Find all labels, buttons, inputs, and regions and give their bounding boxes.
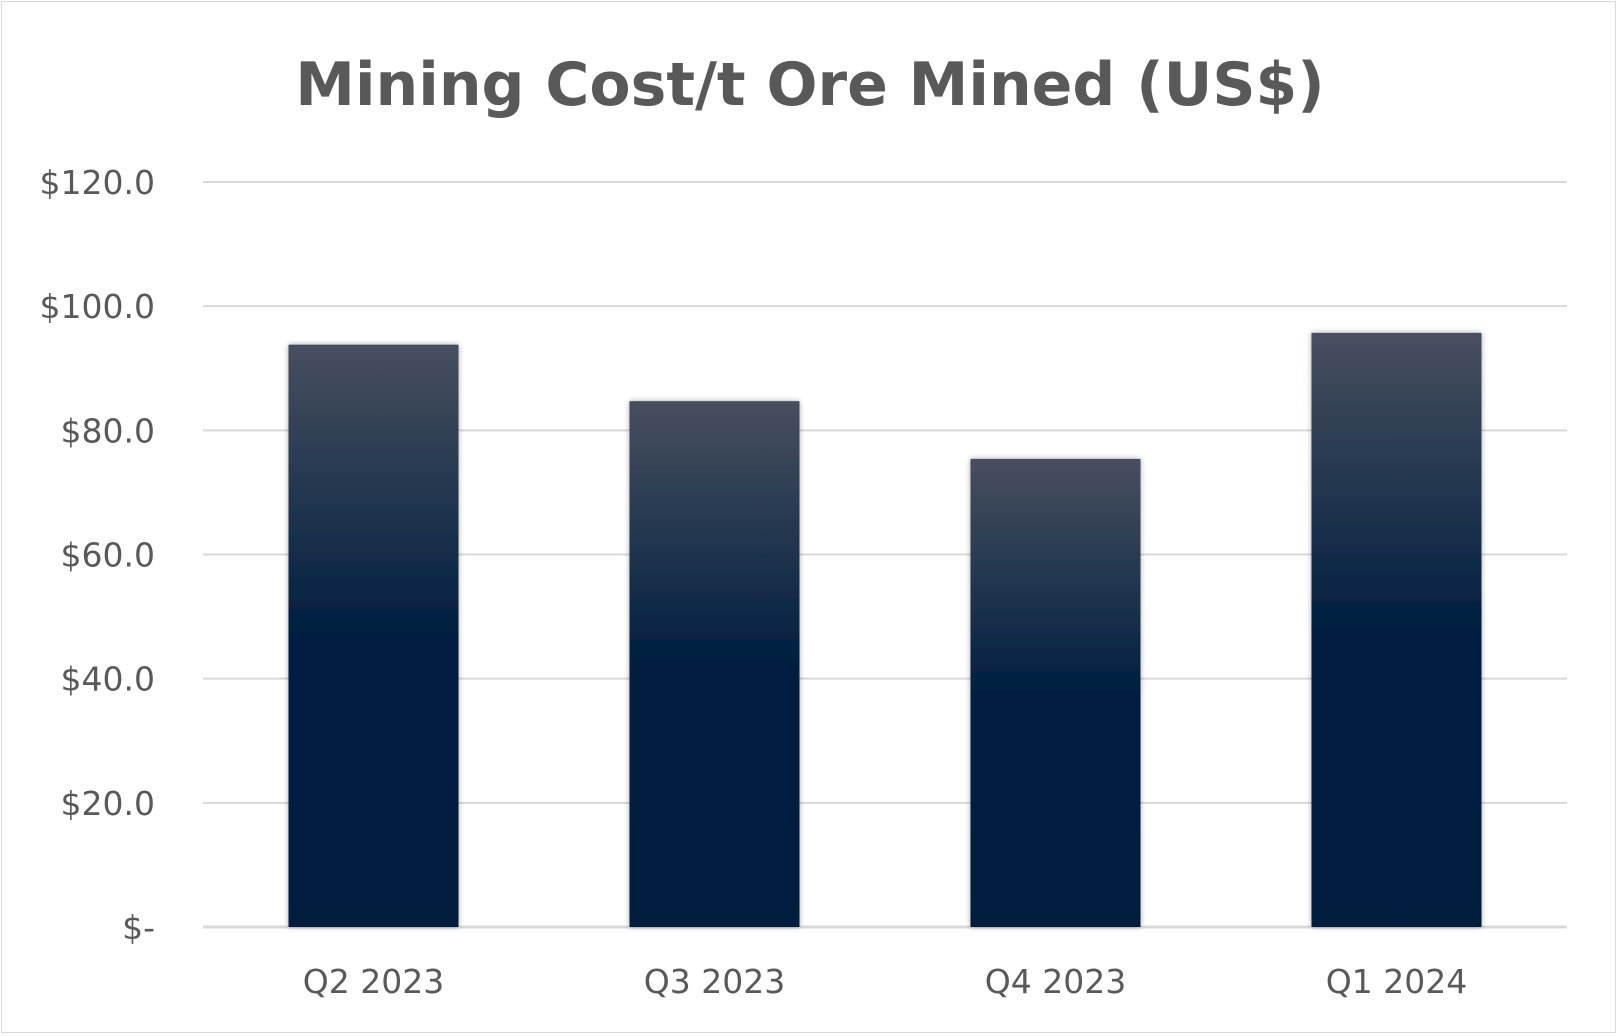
x-tick-label: Q1 2024 xyxy=(1326,962,1467,1001)
y-tick-label: $20.0 xyxy=(61,784,155,823)
y-tick-label: $40.0 xyxy=(61,660,155,699)
y-tick-label: $120.0 xyxy=(40,163,155,202)
bar-q3-2023 xyxy=(629,401,800,927)
bar-q2-2023 xyxy=(288,344,459,927)
bar-q4-2023 xyxy=(970,458,1141,927)
y-tick-label: $- xyxy=(122,908,155,947)
x-tick-label: Q3 2023 xyxy=(644,962,785,1001)
bar-q1-2024 xyxy=(1311,332,1482,927)
x-tick-label: Q2 2023 xyxy=(303,962,444,1001)
y-tick-label: $100.0 xyxy=(40,287,155,326)
y-tick-label: $80.0 xyxy=(61,411,155,450)
y-tick-label: $60.0 xyxy=(61,536,155,575)
chart-title: Mining Cost/t Ore Mined (US$) xyxy=(295,50,1324,120)
x-tick-label: Q4 2023 xyxy=(985,962,1126,1001)
